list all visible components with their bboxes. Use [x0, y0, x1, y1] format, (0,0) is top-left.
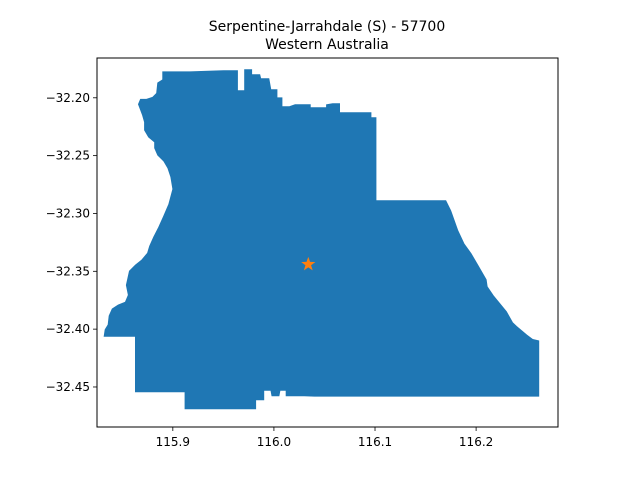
tick-layer: 115.9 116.0 116.1 116.2 −32.20 −32.25 −32.30 −3…	[46, 91, 494, 449]
x-tick-label: 115.9	[156, 435, 190, 449]
chart-title-line-2: Western Australia	[265, 37, 389, 53]
region-polygon	[103, 69, 540, 410]
y-tick-label: −32.20	[46, 91, 90, 105]
marker-layer	[301, 256, 316, 271]
location-star-marker	[301, 256, 316, 271]
y-tick-label: −32.35	[46, 264, 90, 278]
x-tick-label: 116.0	[257, 435, 291, 449]
y-tick-label: −32.45	[46, 380, 90, 394]
x-tick-label: 116.1	[358, 435, 392, 449]
y-tick-label: −32.30	[46, 206, 90, 220]
chart-title-line-1: Serpentine-Jarrahdale (S) - 57700	[209, 19, 445, 35]
x-tick-label: 116.2	[459, 435, 493, 449]
y-tick-label: −32.25	[46, 149, 90, 163]
region-layer	[103, 69, 540, 410]
y-tick-label: −32.40	[46, 322, 90, 336]
axes-frame	[96, 57, 559, 428]
